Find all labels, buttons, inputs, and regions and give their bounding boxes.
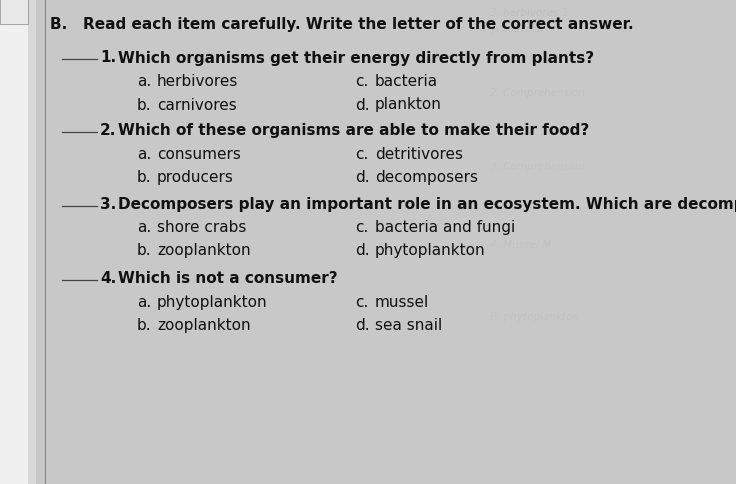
Text: phytoplankton: phytoplankton xyxy=(157,295,268,310)
Text: phytoplankton: phytoplankton xyxy=(375,243,486,258)
Text: herbivores: herbivores xyxy=(157,75,238,90)
Text: d.: d. xyxy=(355,97,369,112)
Text: zooplankton: zooplankton xyxy=(157,243,251,258)
Text: carnivores: carnivores xyxy=(157,97,237,112)
Text: producers: producers xyxy=(490,24,542,34)
Text: bacteria and fungi: bacteria and fungi xyxy=(375,220,515,235)
Text: a.: a. xyxy=(137,220,152,235)
Text: 3.: 3. xyxy=(100,197,116,212)
Text: d.: d. xyxy=(355,170,369,185)
Text: a.: a. xyxy=(137,295,152,310)
Text: Decomposers play an important role in an ecosystem. Which are decomposers?: Decomposers play an important role in an… xyxy=(118,197,736,212)
Bar xyxy=(0,0,28,484)
Text: detritivores: detritivores xyxy=(375,147,463,162)
Text: B.   Read each item carefully. Write the letter of the correct answer.: B. Read each item carefully. Write the l… xyxy=(50,17,634,32)
Text: decomposers: decomposers xyxy=(375,170,478,185)
Text: 4. Mussel M: 4. Mussel M xyxy=(490,240,551,249)
Text: 2.: 2. xyxy=(100,123,116,138)
Text: 1.: 1. xyxy=(100,50,116,65)
Text: c.: c. xyxy=(355,220,369,235)
Text: Which of these organisms are able to make their food?: Which of these organisms are able to mak… xyxy=(118,123,590,138)
Text: bacteria: bacteria xyxy=(375,75,438,90)
Text: c.: c. xyxy=(355,295,369,310)
Text: 3. Comprehension: 3. Comprehension xyxy=(490,162,585,172)
Text: d.: d. xyxy=(355,318,369,333)
Text: a.: a. xyxy=(137,147,152,162)
Text: b.: b. xyxy=(137,170,152,185)
Text: mussel: mussel xyxy=(375,295,429,310)
Bar xyxy=(0,0,28,25)
Text: consumers: consumers xyxy=(157,147,241,162)
Text: 2. Comprehension: 2. Comprehension xyxy=(490,88,585,98)
Text: b.: b. xyxy=(137,243,152,258)
Bar xyxy=(28,0,36,484)
Text: plankton: plankton xyxy=(375,97,442,112)
Text: c.: c. xyxy=(355,75,369,90)
Text: zooplankton: zooplankton xyxy=(157,318,251,333)
Text: 4.: 4. xyxy=(100,271,116,286)
Text: shore crabs: shore crabs xyxy=(157,220,247,235)
Text: d.: d. xyxy=(355,243,369,258)
Text: c.: c. xyxy=(355,147,369,162)
Text: a.: a. xyxy=(137,75,152,90)
Text: Which organisms get their energy directly from plants?: Which organisms get their energy directl… xyxy=(118,50,594,65)
Text: Which is not a consumer?: Which is not a consumer? xyxy=(118,271,338,286)
Text: b.: b. xyxy=(137,318,152,333)
Text: b.: b. xyxy=(137,97,152,112)
Text: sea snail: sea snail xyxy=(375,318,442,333)
Text: producers: producers xyxy=(157,170,234,185)
Text: B. phytoplankton: B. phytoplankton xyxy=(490,311,579,321)
Text: 3. herbivores 1: 3. herbivores 1 xyxy=(490,8,568,18)
